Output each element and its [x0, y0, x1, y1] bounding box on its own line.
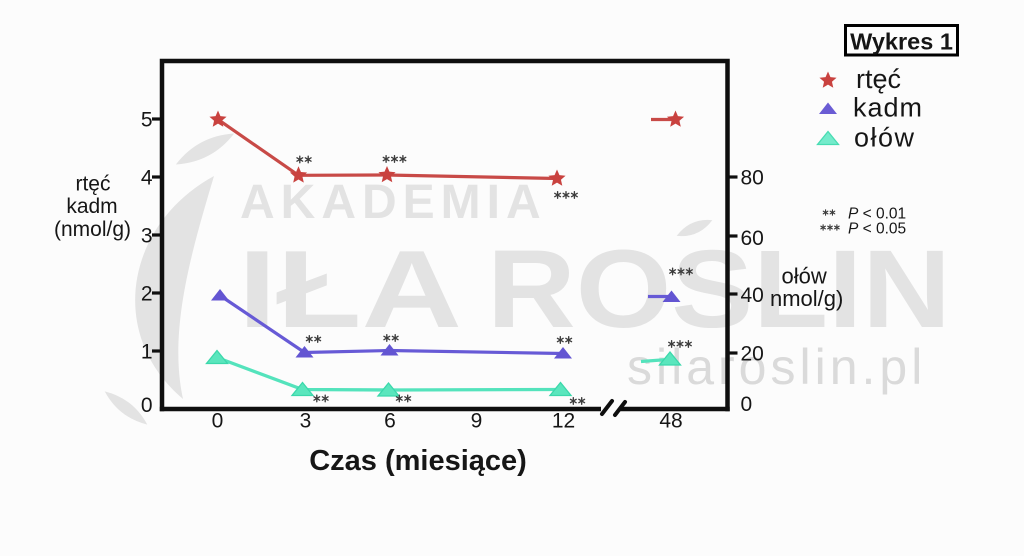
svg-text:rtęć: rtęć [856, 64, 901, 94]
svg-text:ołów: ołów [782, 264, 827, 289]
svg-text:silaroslin.pl: silaroslin.pl [627, 339, 926, 395]
svg-text:0: 0 [141, 394, 153, 417]
svg-text:AKADEMIA: AKADEMIA [240, 176, 547, 229]
svg-text:4: 4 [141, 167, 153, 190]
svg-text:P < 0.05: P < 0.05 [848, 221, 906, 238]
svg-text:48: 48 [659, 410, 682, 433]
svg-text:2: 2 [141, 283, 153, 306]
svg-text:9: 9 [471, 410, 483, 433]
svg-text:6: 6 [384, 410, 396, 433]
svg-text:3: 3 [141, 225, 153, 248]
svg-text:0: 0 [212, 410, 224, 433]
svg-text:Wykres 1: Wykres 1 [850, 29, 953, 55]
svg-text:60: 60 [741, 227, 764, 250]
svg-text:3: 3 [300, 410, 312, 433]
svg-text:rtęć: rtęć [75, 173, 110, 196]
svg-text:kadm: kadm [853, 93, 923, 123]
svg-text:nmol/g): nmol/g) [770, 286, 843, 311]
svg-text:80: 80 [741, 167, 764, 190]
svg-text:1: 1 [141, 341, 153, 364]
svg-text:20: 20 [741, 343, 764, 366]
svg-text:ROSLIN: ROSLIN [487, 228, 951, 351]
svg-text:0: 0 [741, 393, 753, 416]
svg-text:(nmol/g): (nmol/g) [54, 218, 131, 241]
svg-text:5: 5 [141, 109, 153, 132]
svg-text:40: 40 [741, 284, 764, 307]
svg-text:ołów: ołów [854, 123, 916, 153]
svg-text:kadm: kadm [66, 195, 117, 218]
svg-text:12: 12 [552, 410, 575, 433]
svg-text:Czas (miesiące): Czas (miesiące) [309, 445, 527, 477]
svg-text:P < 0.01: P < 0.01 [848, 206, 906, 223]
svg-text:IŁA: IŁA [238, 228, 462, 351]
